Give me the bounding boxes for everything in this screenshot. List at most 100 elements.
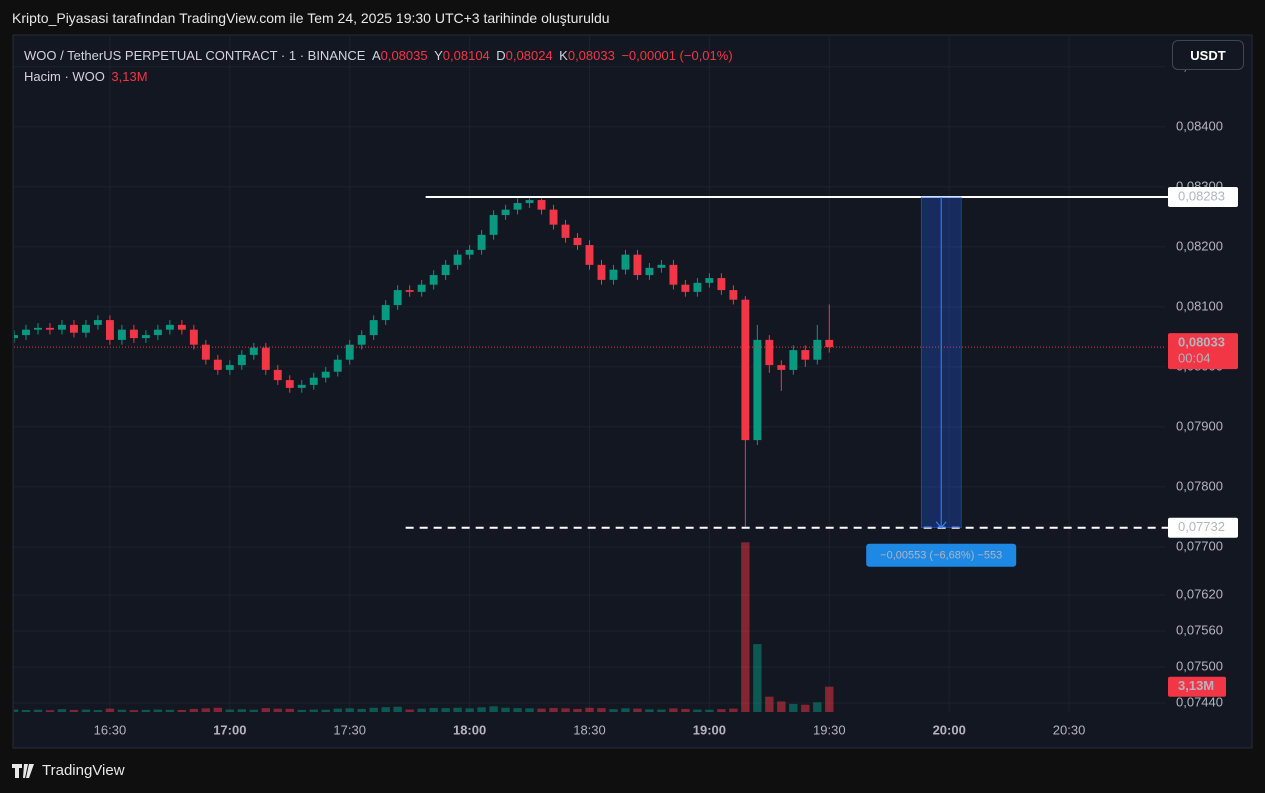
candle-body: [585, 245, 594, 265]
brand: TradingView: [42, 762, 125, 779]
candle-body: [429, 275, 438, 285]
candle-body: [321, 371, 330, 378]
candle-body: [22, 329, 30, 336]
candle-body: [201, 344, 210, 360]
candle-body: [249, 347, 258, 355]
volume-bar: [597, 708, 606, 712]
candle-body: [405, 290, 414, 292]
candle-body: [609, 269, 618, 280]
candle-body: [741, 299, 750, 441]
volume-bar: [465, 708, 474, 712]
x-tick-label: 17:00: [213, 722, 246, 737]
volume-bar: [345, 708, 354, 712]
volume-name: Hacim · WOO: [24, 69, 105, 84]
volume-bar: [165, 709, 175, 712]
volume-bar: [789, 703, 798, 712]
candle-body: [765, 339, 774, 366]
volume-bar: [153, 709, 163, 712]
candle-body: [717, 278, 726, 291]
volume-bar: [477, 707, 486, 712]
ohlc-key: Y: [434, 48, 443, 63]
candle-body: [357, 335, 366, 345]
volume-bar: [813, 702, 822, 712]
logo: [12, 763, 34, 778]
volume-bar: [297, 709, 306, 712]
y-tick-label: 0,07700: [1176, 538, 1223, 553]
volume-bar: [741, 542, 750, 712]
volume-bar: [777, 701, 786, 712]
candle-body: [285, 380, 294, 388]
volume-bar: [621, 708, 630, 712]
volume-bar: [357, 708, 366, 712]
candle-body: [237, 354, 246, 366]
candle-body: [34, 327, 42, 330]
volume-bar: [177, 709, 187, 712]
volume-bar: [585, 707, 594, 712]
ohlc-value: 0,08024: [505, 48, 553, 63]
symbol: WOO / TetherUS PERPETUAL CONTRACT · 1 · …: [24, 48, 366, 63]
candle-body: [573, 237, 582, 246]
candle-body: [381, 305, 390, 321]
volume-bar: [633, 708, 642, 712]
volume-bar: [765, 696, 774, 712]
line-label: 0,07732: [1178, 519, 1225, 534]
volume-label-box: [1168, 676, 1226, 697]
volume-bar: [33, 709, 43, 712]
candle-body: [69, 324, 78, 333]
volume-bar: [249, 709, 258, 712]
legend-row: Hacim · WOO 3,13M: [24, 66, 733, 87]
line-label-box: [1168, 517, 1238, 538]
volume-bar: [309, 709, 318, 712]
candle-body: [477, 234, 486, 250]
countdown: 00:04: [1178, 351, 1211, 366]
volume-bar: [549, 707, 558, 712]
candle-body: [393, 290, 402, 306]
x-tick-label: 20:00: [933, 722, 966, 737]
measure-label: −0,00553 (−6,68%) −553: [880, 550, 1002, 562]
volume-bar: [429, 707, 438, 712]
volume-bar: [333, 708, 342, 712]
volume-bar: [801, 704, 810, 712]
volume-bar: [57, 709, 67, 712]
candle-body: [801, 350, 810, 360]
y-tick-label: 0,07900: [1176, 418, 1223, 433]
candle-body: [14, 335, 18, 339]
candle-body: [669, 264, 678, 285]
last-price-box: [1168, 333, 1238, 370]
candle-body: [465, 249, 474, 255]
candle-body: [825, 339, 834, 348]
volume-bar: [489, 706, 498, 712]
candle-body: [417, 284, 426, 292]
volume-bar: [825, 686, 834, 712]
footer: TradingView: [12, 762, 125, 779]
volume-bar: [93, 710, 103, 712]
x-tick-label: 20:30: [1053, 722, 1086, 737]
y-tick-label: 0,07560: [1176, 622, 1223, 637]
candle-body: [177, 324, 186, 330]
candle-body: [561, 224, 570, 238]
volume-bar: [285, 708, 294, 712]
y-tick-label: 0,08400: [1176, 118, 1223, 133]
volume-bar: [717, 709, 726, 712]
volume-bar: [573, 708, 582, 712]
ohlc-value: 0,08035: [380, 48, 428, 63]
candle-body: [621, 254, 630, 270]
volume-bar: [225, 709, 235, 712]
candle-body: [633, 254, 642, 276]
candle-body: [153, 329, 162, 336]
volume-bar: [441, 708, 450, 712]
candle-body: [729, 290, 738, 300]
currency-button[interactable]: USDT: [1172, 40, 1244, 70]
candle-body: [525, 200, 534, 204]
candle-body: [46, 327, 54, 330]
volume-bar: [81, 709, 91, 712]
ohlc-key: K: [559, 48, 568, 63]
candle-body: [441, 264, 450, 276]
volume-bar: [369, 707, 378, 712]
last-price-label: 0,08033: [1178, 335, 1225, 350]
volume-bar: [14, 709, 19, 712]
volume-bar: [213, 707, 223, 712]
x-tick-label: 18:00: [453, 722, 486, 737]
volume-label: 3,13M: [1178, 678, 1214, 693]
